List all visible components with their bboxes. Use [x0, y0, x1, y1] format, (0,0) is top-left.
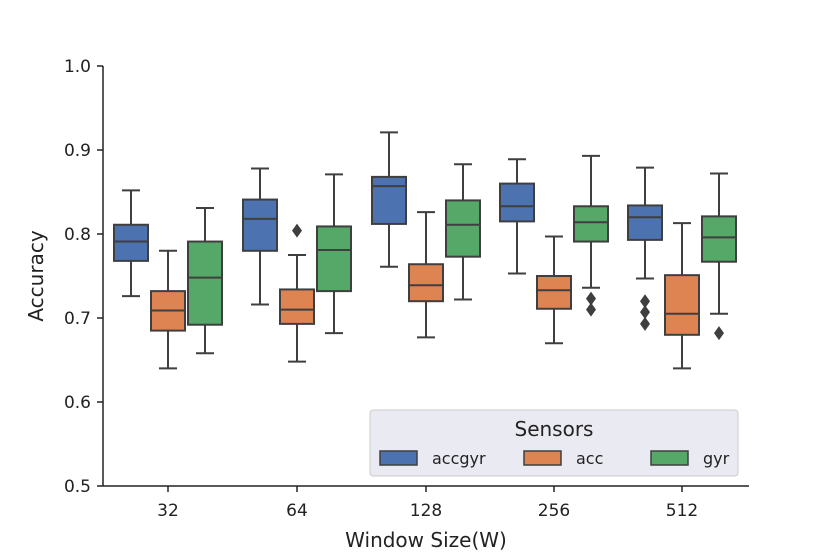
box-body [445, 199, 481, 258]
box-acc-256 [536, 235, 572, 345]
y-tick-label: 0.5 [64, 477, 91, 497]
box-accgyr-32 [113, 189, 149, 298]
x-tick-label: 256 [538, 501, 570, 521]
legend-swatch-acc [523, 450, 562, 466]
legend-label-gyr: gyr [703, 449, 730, 468]
box-accgyr-256 [499, 158, 535, 275]
box-body [499, 182, 535, 223]
box-acc-128 [408, 211, 444, 339]
box-body [242, 198, 278, 252]
legend-swatch-gyr [650, 450, 689, 466]
x-tick-label: 512 [666, 501, 698, 521]
legend-label-acc: acc [576, 449, 603, 468]
box-body [371, 175, 407, 225]
box-body [408, 263, 444, 303]
box-acc-64 [279, 223, 315, 363]
y-tick-label: 0.7 [64, 309, 91, 329]
box-gyr-256 [573, 154, 609, 317]
box-accgyr-128 [371, 131, 407, 268]
x-axis-label: Window Size(W) [345, 528, 507, 552]
box-accgyr-512 [627, 166, 663, 331]
legend-label-accgyr: accgyr [432, 449, 486, 468]
x-tick-label: 32 [157, 501, 179, 521]
box-body [187, 240, 223, 326]
box-body [627, 204, 663, 241]
tick-labels: 0.5 0.6 0.7 0.8 0.9 1.0 32 64 128 256 512 [64, 57, 698, 521]
box-body [536, 275, 572, 310]
legend-entries: accgyr acc gyr [379, 449, 730, 468]
legend-swatch-accgyr [379, 450, 418, 466]
box-body [316, 225, 352, 293]
box-body [701, 215, 737, 263]
outlier-point [292, 223, 302, 238]
legend: Sensors accgyr acc gyr [369, 409, 739, 477]
box-gyr-64 [316, 173, 352, 335]
box-series [113, 131, 737, 370]
outlier-point [640, 316, 650, 331]
box-body [573, 205, 609, 243]
outlier-point [640, 294, 650, 309]
legend-frame [369, 409, 739, 477]
outlier-point [586, 302, 596, 317]
outlier-point [714, 326, 724, 341]
y-tick-label: 0.9 [64, 141, 91, 161]
box-body [664, 274, 700, 336]
outlier-point [640, 305, 650, 320]
box-gyr-512 [701, 172, 737, 341]
y-axis-label: Accuracy [24, 230, 48, 321]
x-tick-label: 64 [286, 501, 308, 521]
box-body [113, 223, 149, 262]
legend-title: Sensors [515, 417, 594, 441]
box-acc-32 [150, 249, 186, 370]
y-tick-label: 1.0 [64, 57, 91, 77]
outlier-point [586, 291, 596, 306]
y-tick-label: 0.6 [64, 393, 91, 413]
box-gyr-128 [445, 163, 481, 301]
box-body [279, 288, 315, 325]
x-tick-label: 128 [410, 501, 442, 521]
box-acc-512 [664, 222, 700, 370]
y-tick-label: 0.8 [64, 225, 91, 245]
box-accgyr-64 [242, 167, 278, 306]
box-gyr-32 [187, 206, 223, 355]
